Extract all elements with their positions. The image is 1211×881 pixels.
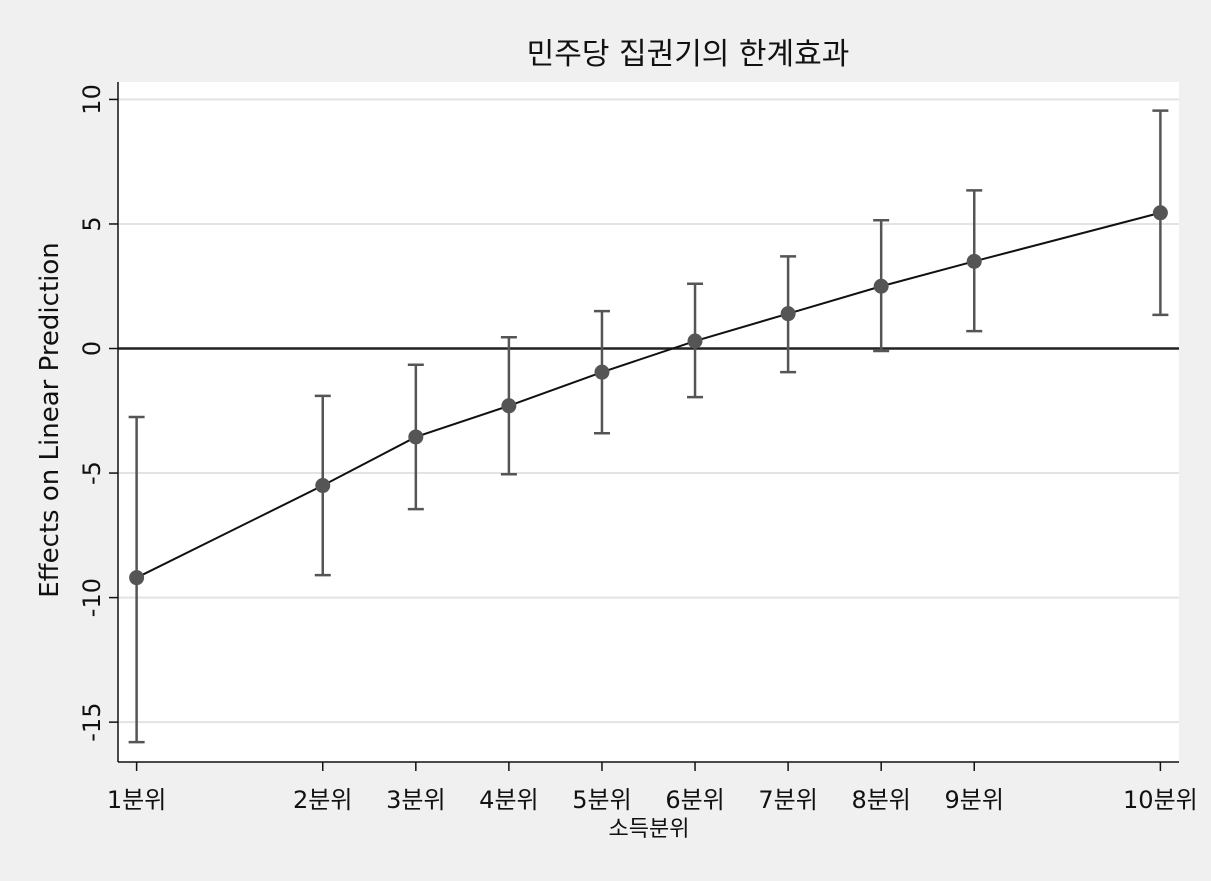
data-point-7 bbox=[873, 278, 889, 294]
y-tick-label-3: 0 bbox=[78, 341, 106, 356]
x-tick-label-5: 6분위 bbox=[665, 786, 724, 814]
data-point-5 bbox=[687, 333, 703, 349]
data-point-2 bbox=[408, 429, 424, 445]
data-point-1 bbox=[315, 478, 331, 494]
series-line bbox=[136, 211, 1161, 579]
gridlines bbox=[118, 98, 1179, 724]
x-tick-labels: 1분위 2분위 3분위 4분위 5분위 6분위 7분위 8분위 9분위 10분위 bbox=[107, 786, 1198, 814]
x-tick-label-4: 5분위 bbox=[572, 786, 631, 814]
data-markers bbox=[129, 205, 1168, 586]
y-tick-label-5: 10 bbox=[78, 84, 106, 115]
data-point-3 bbox=[501, 398, 517, 414]
x-tick-label-2: 3분위 bbox=[386, 786, 445, 814]
y-tick-label-4: 5 bbox=[78, 216, 106, 231]
x-axis-label: 소득분위 bbox=[609, 817, 690, 842]
x-tick-label-7: 8분위 bbox=[851, 786, 910, 814]
x-tick-label-0: 1분위 bbox=[107, 786, 166, 814]
axes bbox=[109, 82, 1179, 771]
x-tick-label-6: 7분위 bbox=[758, 786, 817, 814]
chart-title: 민주당 집권기의 한계효과 bbox=[527, 37, 850, 72]
y-tick-label-1: -10 bbox=[78, 578, 106, 617]
data-point-6 bbox=[780, 306, 796, 322]
y-tick-labels: -15 -10 -5 0 5 10 bbox=[78, 84, 106, 742]
data-point-0 bbox=[129, 570, 145, 586]
y-tick-label-0: -15 bbox=[78, 703, 106, 742]
x-tick-label-1: 2분위 bbox=[293, 786, 352, 814]
plot-area bbox=[118, 82, 1179, 762]
x-tick-label-8: 9분위 bbox=[945, 786, 1004, 814]
y-tick-label-2: -5 bbox=[78, 461, 106, 485]
data-point-8 bbox=[966, 253, 982, 269]
x-tick-label-3: 4분위 bbox=[479, 786, 538, 814]
y-axis-label: Effects on Linear Prediction bbox=[35, 242, 65, 598]
data-point-9 bbox=[1152, 205, 1168, 221]
x-tick-label-9: 10분위 bbox=[1123, 786, 1198, 814]
data-point-4 bbox=[594, 364, 610, 380]
